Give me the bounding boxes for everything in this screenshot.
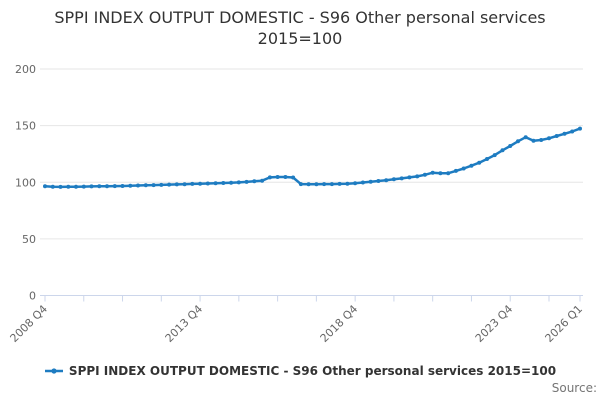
data-point-marker — [236, 180, 241, 185]
data-point-marker — [267, 175, 272, 180]
plot-area: 0 50 100 150 200 2008 Q4 2013 Q4 2018 Q4 2023 Q4… — [8, 63, 586, 345]
data-point-marker — [128, 183, 133, 188]
data-point-marker — [469, 163, 474, 168]
data-point-marker — [314, 182, 319, 187]
data-point-marker — [438, 171, 443, 176]
data-point-marker — [399, 176, 404, 181]
y-axis-tick-label: 50 — [22, 233, 36, 246]
data-point-marker — [50, 184, 55, 189]
data-point-marker — [422, 172, 427, 177]
data-point-marker — [81, 184, 86, 189]
data-point-marker — [485, 157, 489, 161]
data-point-marker — [547, 136, 551, 141]
data-point-marker — [562, 131, 567, 136]
x-axis-tick-label: 2023 Q4 — [473, 302, 516, 345]
data-point-marker — [229, 180, 234, 185]
data-point-marker — [306, 182, 311, 187]
data-point-marker — [97, 184, 102, 189]
data-point-marker — [182, 182, 187, 187]
y-axis-tick-label: 0 — [29, 290, 36, 303]
y-axis-tick-label: 200 — [15, 63, 36, 76]
legend-item[interactable]: SPPI INDEX OUTPUT DOMESTIC - S96 Other p… — [0, 364, 600, 378]
source-label: Source: — [551, 381, 597, 395]
data-point-marker — [446, 171, 451, 176]
data-point-marker — [322, 182, 327, 187]
data-point-marker — [353, 181, 358, 186]
data-point-marker — [260, 178, 265, 183]
data-point-marker — [554, 134, 559, 138]
y-axis-tick-label: 100 — [15, 176, 36, 189]
x-axis-tick-label: 2018 Q4 — [318, 302, 361, 345]
data-point-marker — [159, 182, 164, 187]
x-axis-tick-label: 2008 Q4 — [8, 302, 51, 345]
data-point-marker — [360, 180, 365, 185]
data-point-marker — [384, 178, 389, 183]
data-point-marker — [252, 179, 257, 184]
data-point-marker — [539, 138, 544, 142]
data-point-marker — [461, 166, 466, 171]
data-point-marker — [198, 181, 203, 186]
data-point-marker — [337, 181, 342, 186]
x-axis-tick-label: 2026 Q1 — [543, 302, 586, 345]
data-point-marker — [213, 181, 218, 186]
chart-title: SPPI INDEX OUTPUT DOMESTIC - S96 Other p… — [54, 8, 546, 48]
data-point-marker — [143, 183, 148, 188]
data-point-marker — [275, 175, 280, 179]
data-point-marker — [221, 181, 226, 185]
data-point-marker — [391, 177, 396, 182]
data-point-marker — [523, 135, 528, 140]
data-point-marker — [329, 182, 334, 187]
data-point-marker — [500, 148, 505, 153]
data-point-marker — [453, 168, 458, 173]
data-point-marker — [205, 181, 210, 186]
data-point-marker — [89, 184, 94, 189]
data-point-marker — [283, 175, 288, 179]
data-point-marker — [190, 181, 195, 186]
legend-label: SPPI INDEX OUTPUT DOMESTIC - S96 Other p… — [68, 364, 557, 378]
data-point-marker — [151, 183, 156, 188]
data-point-marker — [492, 153, 497, 158]
data-point-marker — [120, 184, 125, 188]
series-line — [43, 127, 582, 189]
legend-line-marker-icon — [44, 368, 63, 374]
data-point-marker — [58, 184, 63, 189]
data-point-marker — [516, 139, 520, 144]
data-point-marker — [298, 182, 303, 187]
data-point-marker — [368, 179, 373, 184]
data-point-marker — [174, 182, 179, 187]
data-point-marker — [508, 144, 513, 148]
data-point-marker — [291, 175, 296, 180]
data-point-marker — [570, 129, 575, 134]
data-point-marker — [578, 126, 582, 131]
data-point-marker — [430, 170, 435, 175]
data-point-marker — [167, 182, 172, 187]
data-point-marker — [43, 184, 47, 189]
data-point-marker — [477, 160, 482, 165]
data-point-marker — [407, 175, 412, 180]
data-point-marker — [66, 184, 71, 189]
data-point-marker — [345, 181, 350, 186]
y-axis-tick-label: 150 — [15, 120, 36, 133]
data-point-marker — [112, 184, 117, 189]
data-point-marker — [415, 174, 420, 179]
data-point-marker — [244, 179, 249, 184]
data-point-marker — [74, 184, 78, 189]
x-axis-tick-label: 2013 Q4 — [163, 302, 206, 345]
data-point-marker — [136, 183, 140, 188]
data-point-marker — [531, 138, 536, 143]
data-point-marker — [105, 184, 109, 189]
data-point-marker — [376, 179, 381, 183]
